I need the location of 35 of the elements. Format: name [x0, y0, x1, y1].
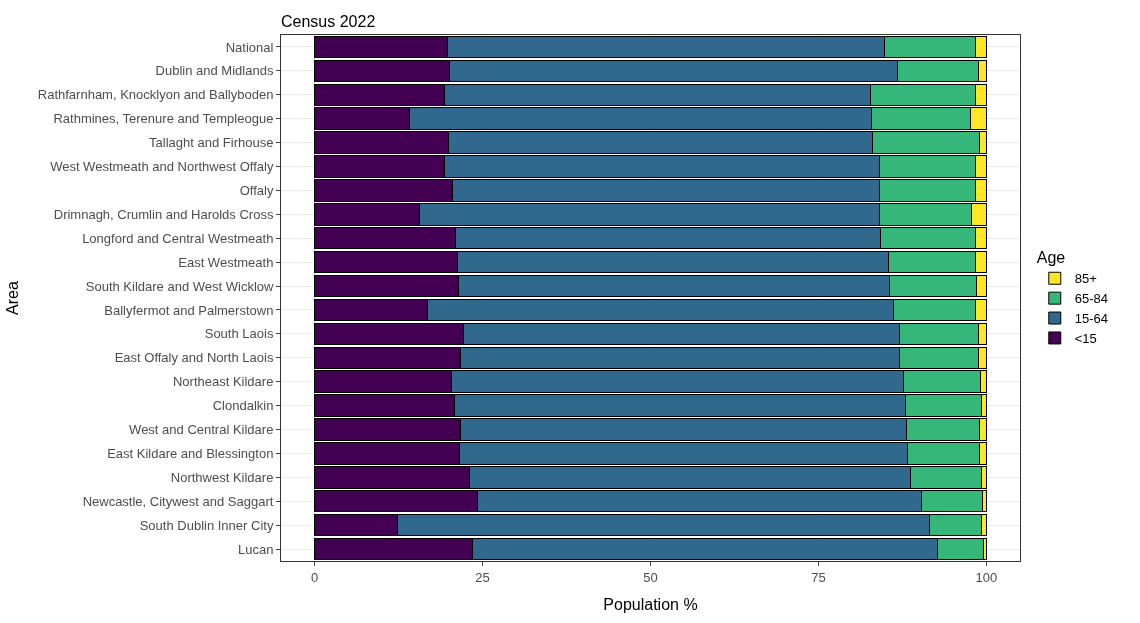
- x-tick-label: 50: [643, 569, 658, 585]
- y-tick-label: Longford and Central Westmeath: [82, 230, 274, 246]
- legend-label: <15: [1074, 331, 1097, 347]
- chart-title: Census 2022: [281, 12, 376, 30]
- x-tick-label: 75: [811, 569, 826, 585]
- y-axis-title: Area: [3, 281, 21, 315]
- legend-title: Age: [1036, 249, 1066, 267]
- y-tick-label: East Offaly and North Laois: [114, 350, 274, 366]
- y-tick-label: South Dublin Inner City: [139, 517, 274, 533]
- y-tick-label: East Kildare and Blessington: [107, 445, 274, 461]
- y-tick-label: Clondalkin: [212, 398, 274, 414]
- y-tick-label: Rathmines, Terenure and Templeogue: [53, 111, 274, 127]
- y-tick-label: Northwest Kildare: [170, 469, 274, 485]
- x-axis-title: Population %: [603, 596, 698, 614]
- y-tick-label: Newcastle, Citywest and Saggart: [82, 493, 274, 509]
- legend-label: 15-64: [1074, 311, 1109, 327]
- y-tick-label: Ballyfermot and Palmerstown: [104, 302, 274, 318]
- x-tick-label: 0: [310, 569, 319, 585]
- x-tick-label: 25: [475, 569, 490, 585]
- y-tick-label: East Westmeath: [178, 254, 274, 270]
- y-tick-label: Northeast Kildare: [172, 374, 274, 390]
- y-tick-label: South Kildare and West Wicklow: [85, 278, 274, 294]
- x-tick-label: 100: [975, 569, 998, 585]
- y-tick-label: Offaly: [239, 182, 274, 198]
- y-tick-label: Dublin and Midlands: [155, 63, 274, 79]
- y-tick-label: West Westmeath and Northwest Offaly: [50, 159, 274, 175]
- legend-label: 65-84: [1074, 291, 1109, 307]
- y-tick-label: Lucan: [237, 541, 274, 557]
- y-tick-label: Rathfarnham, Knocklyon and Ballyboden: [37, 87, 274, 103]
- legend-label: 85+: [1074, 271, 1097, 287]
- y-tick-label: National: [225, 39, 274, 55]
- y-tick-label: Drimnagh, Crumlin and Harolds Cross: [53, 206, 274, 222]
- y-tick-label: Tallaght and Firhouse: [149, 135, 274, 151]
- y-tick-label: South Laois: [204, 326, 274, 342]
- y-tick-label: West and Central Kildare: [129, 422, 274, 438]
